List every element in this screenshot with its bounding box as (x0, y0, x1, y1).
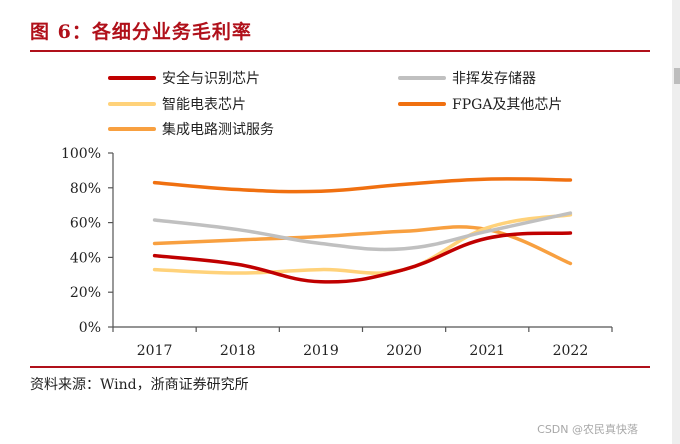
scrollbar-thumb[interactable] (674, 68, 680, 84)
legend-swatch (108, 102, 156, 106)
legend-label: 智能电表芯片 (162, 97, 246, 113)
y-tick-label: 60% (70, 216, 101, 232)
watermark: CSDN @农民真快落 (537, 423, 638, 436)
legend-item: 智能电表芯片 (108, 94, 246, 114)
x-tick-label: 2018 (220, 343, 256, 359)
y-tick-label: 100% (61, 146, 101, 162)
series-line (152, 177, 573, 194)
series-line (152, 225, 573, 266)
legend-swatch (398, 102, 446, 106)
x-tick-label: 2019 (303, 343, 339, 359)
source-note: 资料来源：Wind，浙商证券研究所 (30, 377, 249, 393)
x-tick-label: 2021 (469, 343, 505, 359)
legend-swatch (108, 76, 156, 80)
legend-swatch (108, 127, 156, 131)
series-line (152, 231, 573, 284)
series-line (152, 211, 573, 252)
x-tick-label: 2017 (137, 343, 173, 359)
legend-item: 集成电路测试服务 (108, 119, 274, 139)
y-tick-label: 40% (70, 250, 101, 266)
series-line (152, 213, 573, 275)
y-tick-label: 80% (70, 181, 101, 197)
vertical-scrollbar[interactable] (672, 0, 680, 444)
x-tick-label: 2020 (386, 343, 422, 359)
legend-item: 安全与识别芯片 (108, 68, 260, 88)
legend-item: FPGA及其他芯片 (398, 94, 562, 114)
legend-swatch (398, 76, 446, 80)
source-divider (30, 366, 650, 368)
y-tick-label: 0% (79, 320, 101, 336)
title-divider (30, 50, 650, 52)
legend-item: 非挥发存储器 (398, 68, 536, 88)
figure-title: 图 6：各细分业务毛利率 (30, 21, 252, 43)
legend-label: 非挥发存储器 (452, 71, 536, 87)
x-tick-label: 2022 (553, 343, 589, 359)
y-tick-label: 20% (70, 285, 101, 301)
legend-label: FPGA及其他芯片 (452, 97, 563, 113)
legend-label: 安全与识别芯片 (162, 71, 260, 87)
legend-label: 集成电路测试服务 (162, 122, 274, 138)
